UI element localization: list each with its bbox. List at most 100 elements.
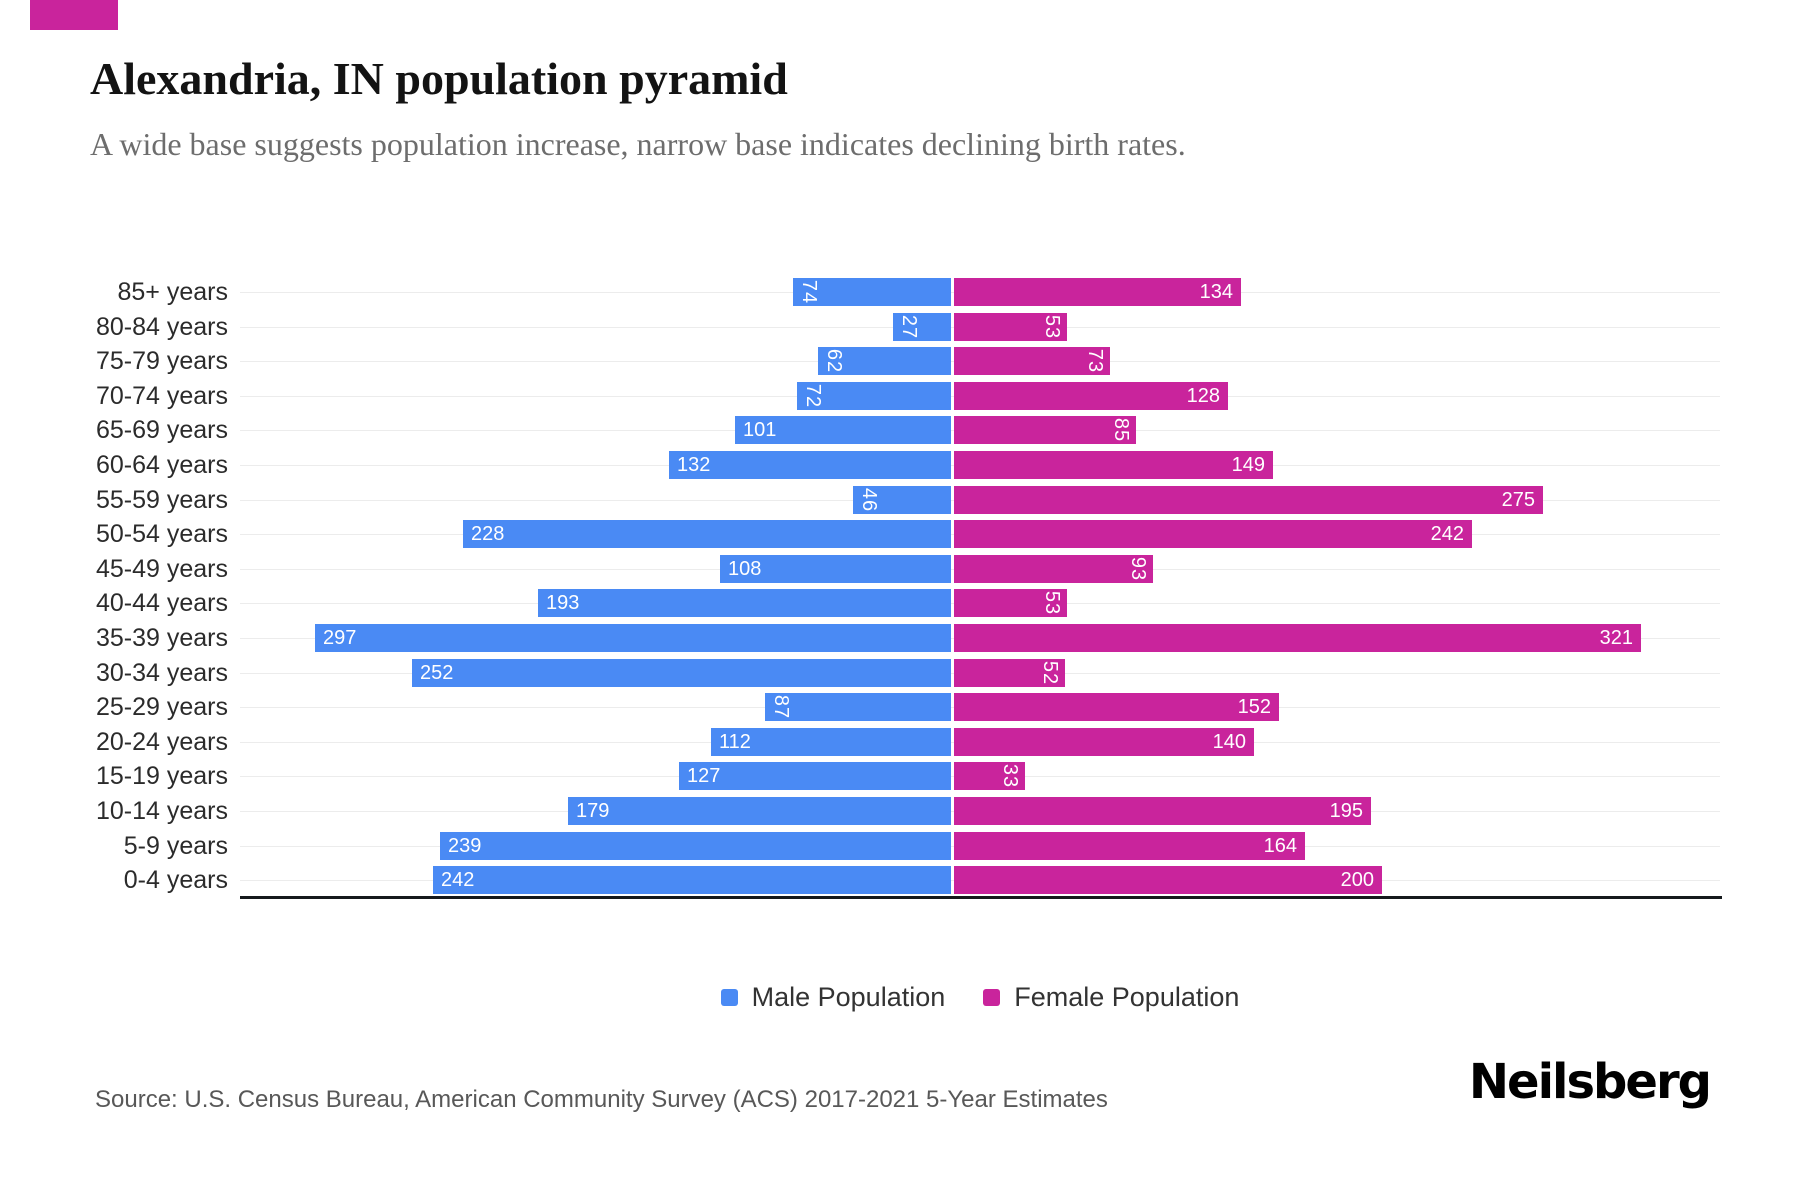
female-bar-value: 140 — [1212, 731, 1246, 753]
female-bar: 73 — [954, 347, 1110, 375]
male-bar-value: 101 — [743, 419, 777, 441]
male-bar: 132 — [669, 451, 951, 479]
male-bar-value: 228 — [471, 523, 505, 545]
male-bar-value: 87 — [770, 694, 792, 720]
female-bar-value: 73 — [1084, 348, 1106, 374]
female-series-swatch-icon — [983, 989, 1001, 1006]
female-bar-value: 53 — [1041, 314, 1063, 340]
legend: Male Population Female Population — [240, 982, 1720, 1013]
legend-item-female[interactable]: Female Population — [983, 982, 1239, 1013]
chart-title: Alexandria, IN population pyramid — [90, 53, 788, 104]
legend-label-male: Male Population — [751, 982, 946, 1012]
female-bar: 93 — [954, 555, 1153, 583]
male-bar-value: 297 — [323, 627, 357, 649]
male-bar-value: 46 — [858, 487, 880, 513]
female-bar-value: 52 — [1039, 660, 1061, 686]
male-bar-value: 239 — [448, 835, 482, 857]
male-bar: 252 — [412, 659, 951, 687]
male-bar: 242 — [433, 866, 951, 894]
male-bar: 112 — [711, 728, 951, 756]
female-bar-value: 128 — [1186, 385, 1220, 407]
age-group-label: 50-54 years — [95, 520, 228, 548]
female-bar: 242 — [954, 520, 1472, 548]
male-bar-value: 108 — [728, 558, 762, 580]
male-bar: 87 — [765, 693, 951, 721]
male-bar: 297 — [315, 624, 951, 652]
age-group-label: 85+ years — [117, 278, 229, 306]
age-group-label: 5-9 years — [123, 832, 228, 860]
male-bar: 46 — [853, 486, 951, 514]
age-group-label: 60-64 years — [95, 451, 228, 479]
female-bar-value: 321 — [1599, 627, 1633, 649]
female-bar-value: 93 — [1127, 556, 1149, 582]
legend-label-female: Female Population — [1014, 982, 1240, 1012]
male-bar-value: 193 — [546, 592, 580, 614]
female-bar-value: 33 — [999, 763, 1021, 789]
female-bar: 275 — [954, 486, 1543, 514]
male-bar: 127 — [679, 762, 951, 790]
age-group-label: 10-14 years — [95, 797, 228, 825]
age-group-label: 35-39 years — [95, 624, 228, 652]
female-bar: 149 — [954, 451, 1273, 479]
legend-item-male[interactable]: Male Population — [720, 982, 946, 1013]
female-bar: 164 — [954, 832, 1305, 860]
female-bar-value: 152 — [1237, 696, 1271, 718]
male-bar: 101 — [735, 416, 951, 444]
age-group-label: 55-59 years — [95, 486, 228, 514]
female-bar-value: 149 — [1231, 454, 1265, 476]
age-group-label: 80-84 years — [95, 313, 228, 341]
female-bar-value: 275 — [1501, 489, 1535, 511]
female-bar-value: 242 — [1430, 523, 1464, 545]
male-bar-value: 72 — [802, 383, 824, 409]
age-group-label: 75-79 years — [95, 347, 228, 375]
age-group-label: 15-19 years — [95, 762, 228, 790]
age-group-label: 0-4 years — [123, 866, 228, 894]
female-bar: 53 — [954, 589, 1067, 617]
female-bar: 140 — [954, 728, 1254, 756]
male-bar: 72 — [797, 382, 951, 410]
age-group-label: 45-49 years — [95, 555, 228, 583]
age-group-label: 70-74 years — [95, 382, 228, 410]
male-bar-value: 132 — [677, 454, 711, 476]
male-bar-value: 112 — [719, 731, 751, 753]
chart-subtitle: A wide base suggests population increase… — [90, 126, 1186, 162]
male-bar-value: 242 — [441, 869, 475, 891]
female-bar: 152 — [954, 693, 1279, 721]
female-bar: 52 — [954, 659, 1065, 687]
neilsberg-logo: Neilsberg — [1468, 1054, 1712, 1110]
x-axis-baseline — [240, 896, 1722, 899]
source-attribution: Source: U.S. Census Bureau, American Com… — [95, 1086, 1108, 1113]
male-bar-value: 74 — [798, 279, 820, 305]
male-bar-value: 62 — [823, 348, 845, 374]
male-bar-value: 27 — [898, 314, 920, 340]
male-bar: 193 — [538, 589, 951, 617]
female-bar-value: 85 — [1110, 417, 1132, 443]
female-bar: 53 — [954, 313, 1067, 341]
male-bar: 228 — [463, 520, 951, 548]
age-group-label: 30-34 years — [95, 659, 228, 687]
age-group-label: 65-69 years — [95, 416, 228, 444]
female-bar: 128 — [954, 382, 1228, 410]
male-bar-value: 179 — [576, 800, 610, 822]
female-bar-value: 134 — [1199, 281, 1233, 303]
female-bar: 200 — [954, 866, 1382, 894]
female-bar: 85 — [954, 416, 1136, 444]
corner-accent-mark — [30, 0, 118, 30]
female-bar: 134 — [954, 278, 1241, 306]
male-bar-value: 252 — [420, 662, 454, 684]
age-group-label: 25-29 years — [95, 693, 228, 721]
male-bar-value: 127 — [687, 765, 721, 787]
male-bar: 179 — [568, 797, 951, 825]
female-bar-value: 195 — [1329, 800, 1363, 822]
female-bar: 321 — [954, 624, 1641, 652]
male-bar: 108 — [720, 555, 951, 583]
female-bar: 195 — [954, 797, 1371, 825]
age-group-label: 40-44 years — [95, 589, 228, 617]
male-bar: 62 — [818, 347, 951, 375]
age-group-label: 20-24 years — [95, 728, 228, 756]
male-bar: 74 — [793, 278, 951, 306]
female-bar-value: 164 — [1263, 835, 1297, 857]
male-series-swatch-icon — [720, 989, 738, 1006]
male-bar: 27 — [893, 313, 951, 341]
